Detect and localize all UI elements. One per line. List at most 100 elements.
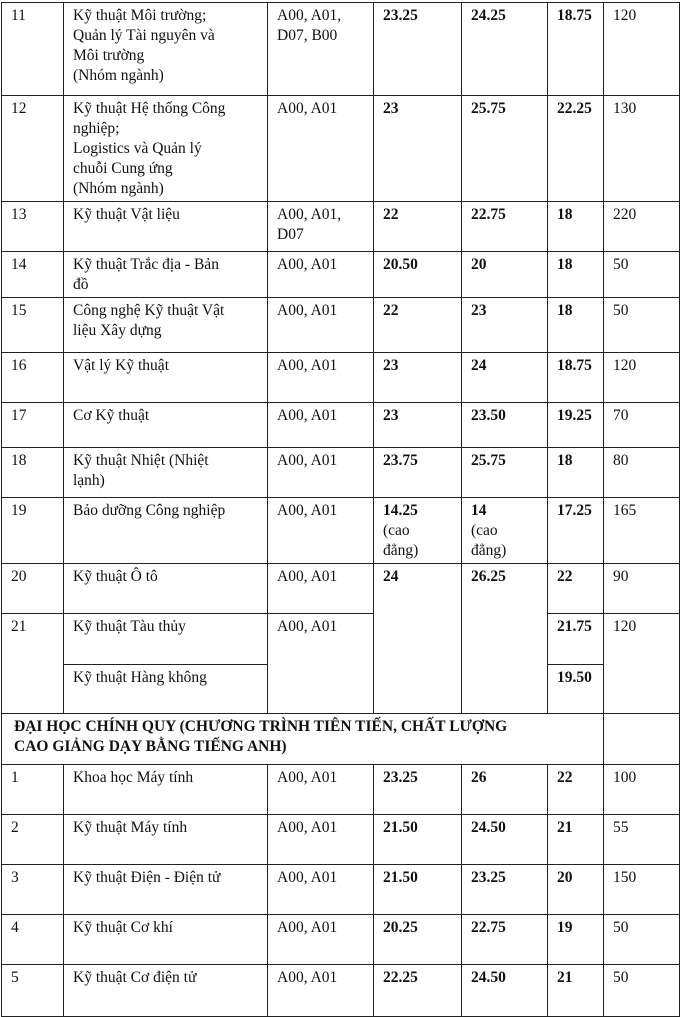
score-3-value: 22	[557, 769, 573, 786]
score-3-value: 19	[557, 919, 573, 936]
score-1-value: 22	[383, 302, 399, 319]
score-3: 18	[547, 447, 604, 498]
score-3: 21	[547, 814, 604, 865]
score-2: 24.50	[461, 814, 548, 865]
major-name: Kỹ thuật Cơ điện tử	[63, 964, 268, 1017]
major-name: Cơ Kỹ thuật	[63, 402, 268, 448]
subject-groups-value: A00, A01	[277, 819, 338, 836]
quota: 90	[603, 563, 680, 614]
table-row: 1 Khoa học Máy tính A00, A01 23.25 26 22 100	[1, 764, 680, 815]
empty-cell	[603, 713, 680, 765]
score-1-value: 21.50	[383, 869, 418, 886]
score-2-value: 14	[471, 502, 487, 519]
major-name: Kỹ thuật Cơ khí	[63, 914, 268, 965]
major-name-value: Kỹ thuật Môi trường; Quản lý Tài nguyên …	[73, 7, 215, 84]
score-2: 25.75	[461, 447, 548, 498]
row-number: 15	[1, 297, 64, 353]
score-2: 14 (cao đẳng)	[461, 497, 548, 564]
score-1: 21.50	[373, 814, 462, 865]
quota: 50	[603, 251, 680, 298]
subject-groups: A00, A01	[267, 864, 374, 915]
score-1-value: 20.50	[383, 256, 418, 273]
score-1: 20.50	[373, 251, 462, 298]
score-1-value: 23.25	[383, 769, 418, 786]
table-row: 13 Kỹ thuật Vật liệu A00, A01, D07 22 22.75 1…	[1, 201, 680, 252]
score-3: 22	[547, 563, 604, 614]
row-number-value: 15	[11, 302, 27, 319]
row-number: 12	[1, 95, 64, 202]
score-2: 24	[461, 352, 548, 403]
subject-groups: A00, A01	[267, 402, 374, 448]
row-number: 4	[1, 914, 64, 965]
row-number-value: 2	[11, 819, 19, 836]
major-name-value: Kỹ thuật Máy tính	[73, 819, 188, 836]
major-name-value: Công nghệ Kỹ thuật Vật liệu Xây dựng	[73, 302, 225, 339]
subject-groups: A00, A01	[267, 251, 374, 298]
score-3-value: 18.75	[557, 7, 592, 24]
row-number-value: 1	[11, 769, 19, 786]
table-row: 4 Kỹ thuật Cơ khí A00, A01 20.25 22.75 19 50	[1, 914, 680, 965]
row-number: 1	[1, 764, 64, 815]
major-name: Khoa học Máy tính	[63, 764, 268, 815]
table-row: 18 Kỹ thuật Nhiệt (Nhiệt lạnh) A00, A01 23.…	[1, 447, 680, 498]
score-1: 23.25	[373, 764, 462, 815]
score-1: 23	[373, 352, 462, 403]
table-row: 21 Kỹ thuật Tàu thủy A00, A01 21.75 120	[1, 613, 680, 714]
score-1: 23	[373, 95, 462, 202]
score-3: 18	[547, 251, 604, 298]
score-2-value: 24.50	[471, 819, 506, 836]
subject-groups: A00, A01	[267, 497, 374, 564]
subject-groups-value: A00, A01	[277, 502, 338, 519]
score-2-value: 25.75	[471, 452, 506, 469]
row-number-value: 14	[11, 256, 27, 273]
quota-value: 70	[613, 407, 629, 424]
score-3-value: 17.25	[557, 502, 592, 519]
score-2-value: 22.75	[471, 206, 506, 223]
major-name-value: Vật lý Kỹ thuật	[73, 357, 169, 374]
major-name-value: Kỹ thuật Vật liệu	[73, 206, 180, 223]
major-name: Kỹ thuật Ô tô	[63, 563, 268, 614]
score-1-value: 14.25	[383, 502, 418, 519]
score-2-value: 23	[471, 302, 487, 319]
score-1-value: 23.75	[383, 452, 418, 469]
row-number-value: 12	[11, 100, 27, 117]
subject-groups: A00, A01	[267, 352, 374, 403]
quota-value: 50	[613, 302, 629, 319]
score-2-value: 24.50	[471, 969, 506, 986]
score-3: 19.50	[547, 664, 604, 714]
score-2: 22.75	[461, 201, 548, 252]
subject-groups-value: A00, A01	[277, 869, 338, 886]
major-name: Kỹ thuật Điện - Điện tử	[63, 864, 268, 915]
score-2-value: 23.50	[471, 407, 506, 424]
score-1-value: 23	[383, 357, 399, 374]
score-1: 21.50	[373, 864, 462, 915]
major-name-value: Bảo dưỡng Công nghiệp	[73, 502, 226, 519]
score-2-value: 25.75	[471, 100, 506, 117]
major-name: Kỹ thuật Môi trường; Quản lý Tài nguyên …	[63, 2, 268, 96]
quota: 120	[603, 352, 680, 403]
subject-groups: A00, A01	[267, 814, 374, 865]
row-number: 21	[1, 613, 64, 714]
score-1-value: 23.25	[383, 7, 418, 24]
score-3: 21	[547, 964, 604, 1017]
major-name: Kỹ thuật Máy tính	[63, 814, 268, 865]
subject-groups: A00, A01	[267, 764, 374, 815]
table-row: Kỹ thuật Hàng không 19.50	[2, 664, 680, 714]
quota-value: 130	[613, 100, 637, 117]
score-1-value: 22.25	[383, 969, 418, 986]
score-3: 20	[547, 864, 604, 915]
score-3-value: 18	[557, 206, 573, 223]
row-number: 16	[1, 352, 64, 403]
quota-value: 165	[613, 502, 637, 519]
subject-groups: A00, A01	[267, 964, 374, 1017]
score-2: 23.25	[461, 864, 548, 915]
quota-value: 120	[613, 7, 637, 24]
subject-groups-value: A00, A01, D07, B00	[277, 7, 342, 44]
row-number-value: 11	[11, 7, 26, 24]
subject-groups-value: A00, A01	[277, 969, 338, 986]
subject-groups: A00, A01	[267, 447, 374, 498]
subject-groups: A00, A01, D07, B00	[267, 2, 374, 96]
score-2-value: 26	[471, 769, 487, 786]
score-3: 17.25	[547, 497, 604, 564]
score-3: 19.25	[547, 402, 604, 448]
